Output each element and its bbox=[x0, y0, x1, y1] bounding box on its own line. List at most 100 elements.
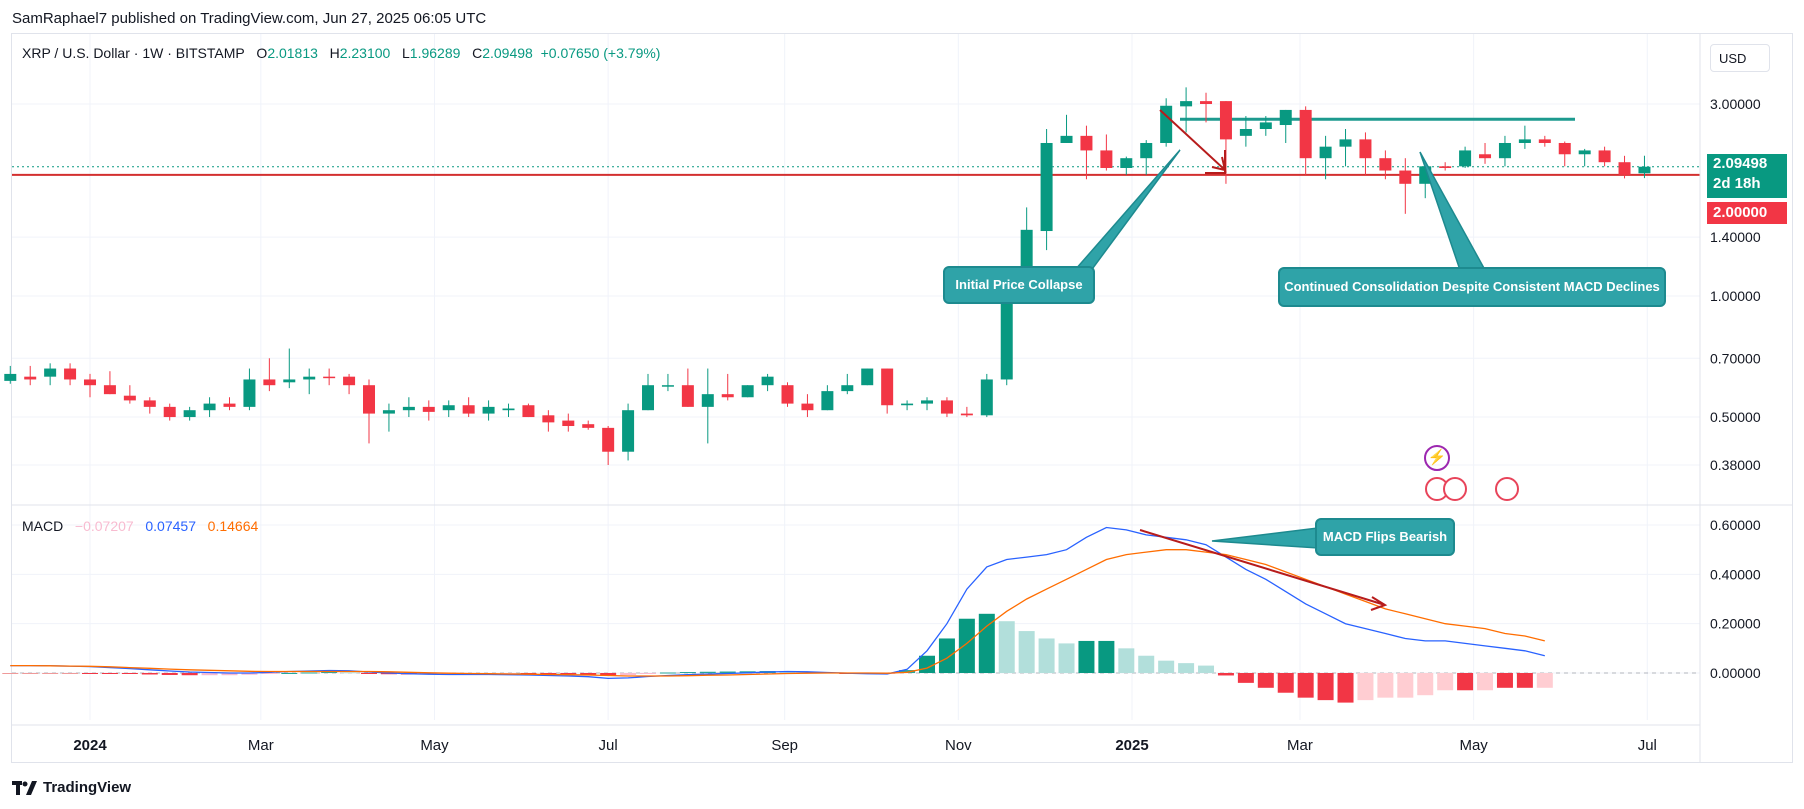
time-axis-label: May bbox=[420, 737, 449, 754]
macd-axis-label: 0.60000 bbox=[1710, 517, 1761, 533]
candle-body bbox=[1339, 139, 1352, 147]
candle-body bbox=[402, 406, 415, 411]
time-axis-label: 2025 bbox=[1115, 737, 1148, 754]
time-axis-label: 2024 bbox=[73, 737, 107, 754]
candle-body bbox=[1399, 170, 1412, 184]
macd-histogram-bar bbox=[1397, 673, 1414, 698]
candle-body bbox=[422, 406, 435, 412]
candle-body bbox=[1219, 101, 1232, 140]
legend-c-label: C bbox=[472, 45, 483, 61]
candle-body bbox=[921, 400, 934, 404]
macd-histogram-bar bbox=[600, 673, 617, 676]
macd-histogram-bar bbox=[580, 673, 597, 675]
callout-initial-price-collapse[interactable]: Initial Price Collapse bbox=[943, 266, 1095, 304]
candle-body bbox=[821, 391, 834, 411]
macd-histogram-bar bbox=[938, 638, 955, 673]
macd-histogram-bar bbox=[1178, 663, 1195, 673]
candle-body bbox=[602, 427, 615, 452]
macd-legend-hist: −0.07207 bbox=[74, 518, 134, 534]
macd-histogram-bar bbox=[22, 673, 39, 674]
macd-histogram-bar bbox=[361, 673, 378, 674]
time-axis-label: Jul bbox=[599, 737, 618, 754]
time-axis-label: Jul bbox=[1638, 737, 1657, 754]
macd-histogram-bar bbox=[321, 672, 338, 674]
currency-selector[interactable]: USD bbox=[1710, 44, 1770, 72]
candle-body bbox=[582, 424, 595, 428]
candle-body bbox=[44, 368, 57, 377]
candle-body bbox=[1259, 122, 1272, 130]
candle-body bbox=[1000, 279, 1013, 380]
price-axis-label: 1.40000 bbox=[1710, 229, 1761, 245]
candle-body bbox=[1020, 229, 1033, 280]
candle-body bbox=[542, 415, 555, 423]
macd-histogram-bar bbox=[141, 673, 158, 675]
candle-body bbox=[841, 385, 854, 392]
us-event-icon[interactable] bbox=[1443, 477, 1467, 501]
candle-body bbox=[1578, 150, 1591, 155]
candle-body bbox=[940, 400, 953, 414]
macd-histogram-bar bbox=[341, 672, 358, 674]
macd-histogram-bar bbox=[560, 673, 577, 675]
candle-body bbox=[1359, 139, 1372, 159]
macd-histogram-bar bbox=[221, 673, 238, 676]
candle-body bbox=[1498, 142, 1511, 159]
callout-pointer bbox=[1073, 149, 1181, 273]
macd-legend: MACD −0.07207 0.07457 0.14664 bbox=[22, 518, 258, 534]
macd-signal-line bbox=[10, 549, 1545, 677]
candle-body bbox=[761, 376, 774, 386]
candle-body bbox=[1279, 109, 1292, 126]
callout-continued-consolidation[interactable]: Continued Consolidation Despite Consiste… bbox=[1278, 267, 1666, 307]
published-header: SamRaphael7 published on TradingView.com… bbox=[12, 10, 487, 27]
candle-body bbox=[622, 410, 635, 452]
legend-symbol: XRP / U.S. Dollar · 1W · BITSTAMP bbox=[22, 45, 245, 61]
grid bbox=[12, 34, 1700, 720]
ideas-icon[interactable]: ⚡ bbox=[1424, 445, 1450, 471]
candle-body bbox=[103, 385, 116, 395]
candle-body bbox=[861, 368, 874, 386]
macd-histogram-bar bbox=[520, 673, 537, 674]
candle-body bbox=[681, 385, 694, 407]
macd-histogram-bar bbox=[281, 673, 298, 674]
candle-body bbox=[163, 406, 176, 418]
macd-decline-arrow bbox=[1139, 529, 1388, 611]
candle-body bbox=[1558, 142, 1571, 155]
macd-histogram-bar bbox=[1357, 673, 1374, 701]
candle-body bbox=[4, 373, 17, 381]
candle-body bbox=[1379, 158, 1392, 171]
macd-histogram-bar bbox=[181, 673, 198, 676]
price-axis-label: 0.38000 bbox=[1710, 457, 1761, 473]
macd-histogram-bar bbox=[201, 673, 218, 676]
collapse-arrow-tail bbox=[1205, 150, 1226, 174]
candle-body bbox=[1160, 105, 1173, 143]
macd-histogram-bar bbox=[1198, 665, 1215, 673]
candle-body bbox=[801, 403, 814, 411]
macd-histogram-bar bbox=[1437, 673, 1454, 691]
candle-body bbox=[84, 379, 96, 386]
time-axis-label: Nov bbox=[945, 737, 972, 754]
candle-body bbox=[223, 403, 236, 407]
macd-histogram-bar bbox=[1058, 643, 1075, 673]
current-price: 2.09498 bbox=[1713, 155, 1768, 172]
macd-histogram-bar bbox=[121, 673, 138, 674]
time-axis-label: May bbox=[1459, 737, 1488, 754]
candle-body bbox=[1319, 146, 1332, 159]
candle-body bbox=[901, 403, 914, 406]
macd-histogram-bar bbox=[42, 673, 59, 674]
candle-body bbox=[741, 385, 754, 398]
candle-body bbox=[1479, 154, 1492, 159]
macd-histogram-bar bbox=[82, 673, 98, 674]
macd-histogram-bar bbox=[540, 673, 557, 674]
us-event-icon[interactable] bbox=[1495, 477, 1519, 501]
candle-body bbox=[1618, 162, 1631, 175]
candle-body bbox=[1200, 101, 1213, 104]
macd-histogram-bar bbox=[1038, 638, 1055, 673]
tradingview-logo[interactable]: TradingView bbox=[12, 779, 131, 796]
candle-body bbox=[1120, 158, 1133, 168]
candle-body bbox=[1459, 150, 1472, 167]
callout-macd-flips-bearish[interactable]: MACD Flips Bearish bbox=[1315, 518, 1455, 556]
macd-legend-signal: 0.14664 bbox=[207, 518, 259, 534]
candle-body bbox=[522, 405, 535, 418]
macd-pane bbox=[2, 526, 1700, 703]
macd-histogram-bar bbox=[1297, 673, 1314, 698]
